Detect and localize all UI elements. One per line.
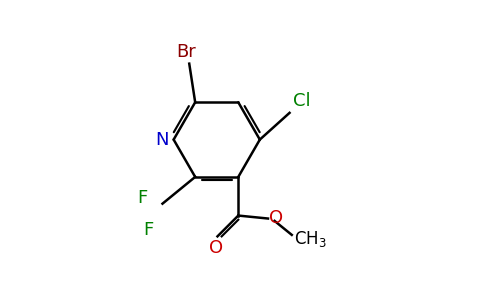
Text: O: O [270,209,284,227]
Text: CH$_3$: CH$_3$ [294,229,327,249]
Text: F: F [137,189,148,207]
Text: N: N [155,130,168,148]
Text: Br: Br [176,43,196,61]
Text: F: F [143,221,153,239]
Text: Cl: Cl [292,92,310,110]
Text: O: O [209,239,223,257]
